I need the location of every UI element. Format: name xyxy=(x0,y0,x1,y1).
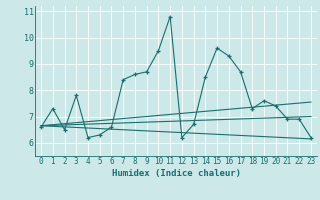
X-axis label: Humidex (Indice chaleur): Humidex (Indice chaleur) xyxy=(111,169,241,178)
